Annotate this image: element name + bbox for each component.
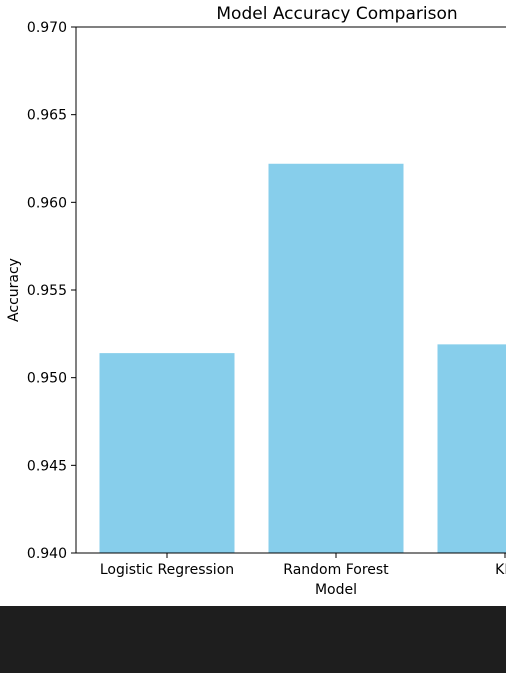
y-tick-label-5: 0.965 xyxy=(27,108,67,124)
bar-0 xyxy=(99,353,235,553)
y-tick-label-1: 0.945 xyxy=(27,458,67,474)
x-tick-label-1: Random Forest xyxy=(283,562,389,578)
x-tick-label-2: KN xyxy=(495,562,506,578)
y-tick-label-2: 0.950 xyxy=(27,371,67,387)
y-axis-ticks: 0.940 0.945 0.950 0.955 0.960 0.965 0.970 xyxy=(27,20,76,562)
y-tick-label-4: 0.960 xyxy=(27,195,67,211)
x-tick-label-0: Logistic Regression xyxy=(100,562,234,578)
y-tick-label-0: 0.940 xyxy=(27,546,67,562)
x-axis-title: Model xyxy=(315,582,357,598)
bar-1 xyxy=(268,163,404,553)
y-tick-label-6: 0.970 xyxy=(27,20,67,36)
y-axis-title: Accuracy xyxy=(6,258,22,322)
chart-area: Model Accuracy Comparison 0.940 0.945 0.95… xyxy=(6,4,506,598)
x-axis-ticks: Logistic Regression Random Forest KN xyxy=(100,553,506,578)
bar-2 xyxy=(437,344,506,553)
bars-group xyxy=(99,163,506,553)
chart-title: Model Accuracy Comparison xyxy=(216,4,457,24)
y-tick-label-3: 0.955 xyxy=(27,283,67,299)
bar-chart: Model Accuracy Comparison 0.940 0.945 0.95… xyxy=(6,4,506,598)
bottom-panel xyxy=(0,606,506,673)
